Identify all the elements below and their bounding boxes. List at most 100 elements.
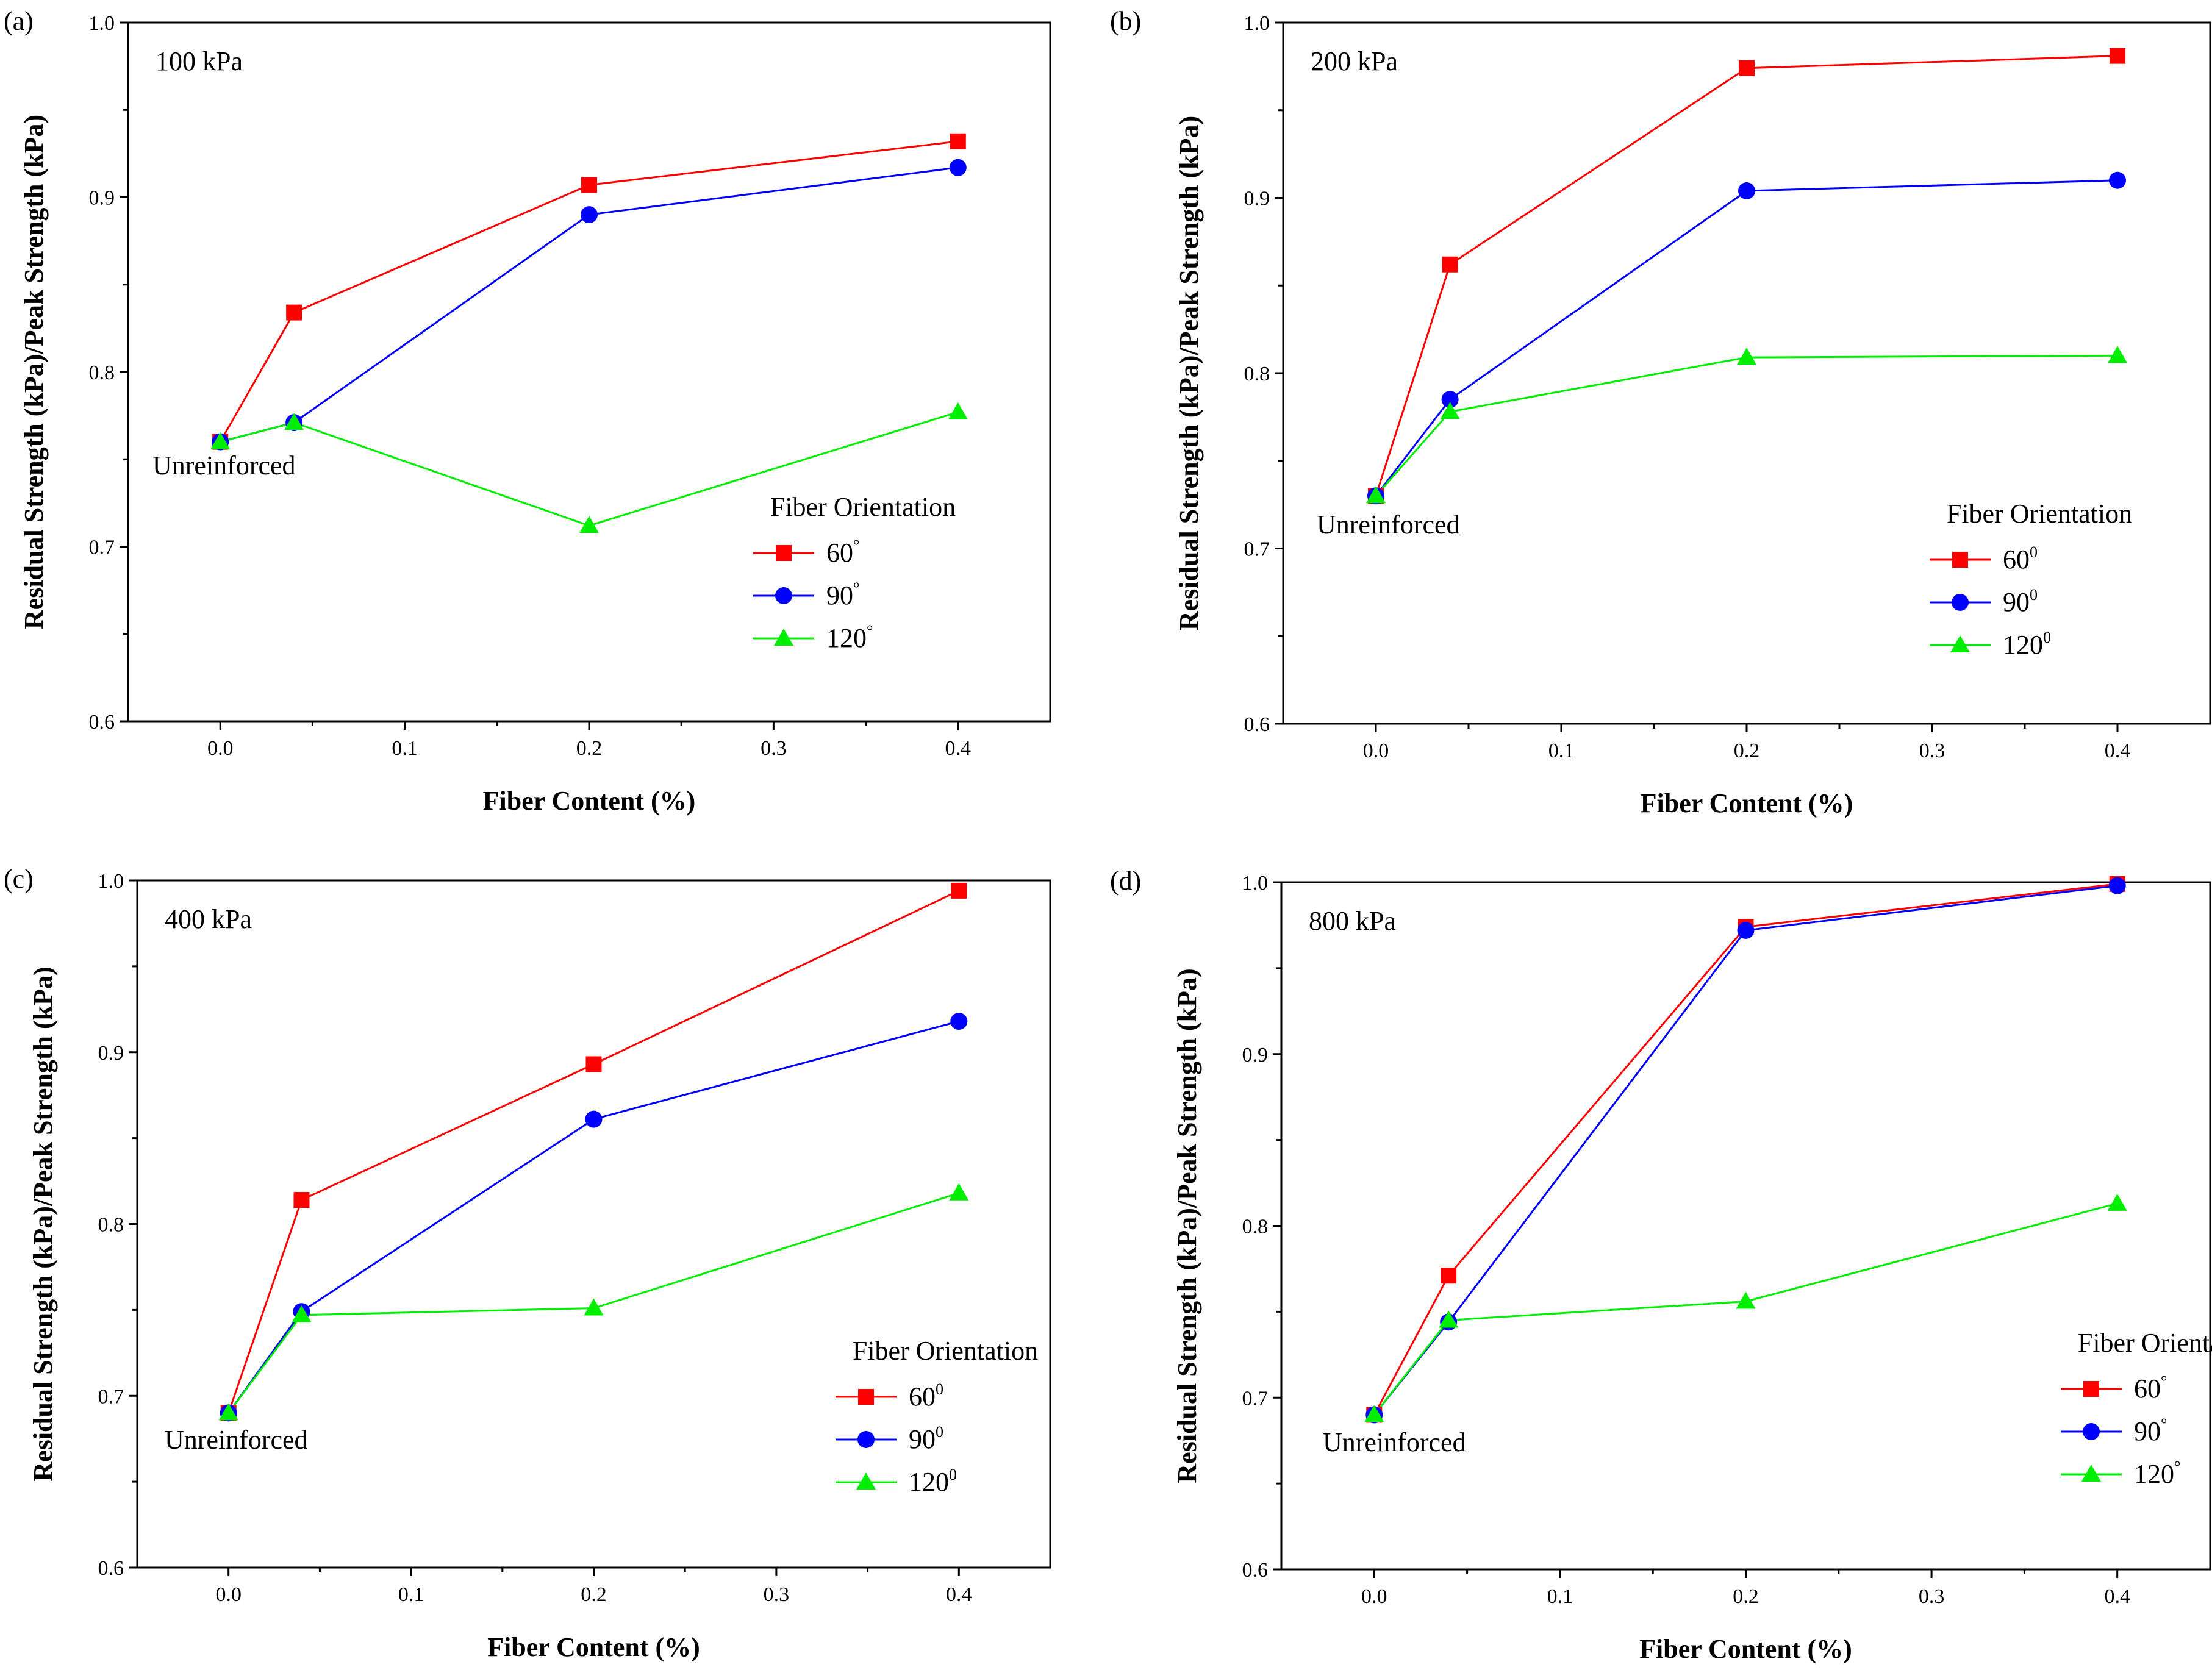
- plot-frame: [127, 21, 1051, 723]
- x-tick-label: 0.2: [1733, 1585, 1759, 1608]
- legend-label-sup: 0: [936, 1423, 943, 1441]
- x-axis-title: Fiber Content (%): [487, 1632, 700, 1662]
- y-tick-label: 0.8: [1242, 1216, 1269, 1238]
- legend-label-60: 600: [2003, 543, 2038, 574]
- legend-marker-60: [776, 545, 792, 561]
- data-point-120: [218, 1403, 238, 1421]
- x-tick-label: 0.2: [576, 737, 603, 760]
- legend-label-value: 90: [2134, 1416, 2161, 1446]
- legend-label-120: 120°: [826, 622, 873, 653]
- legend-label-sup: °: [853, 579, 859, 597]
- legend-label-sup: 0: [2043, 629, 2051, 646]
- data-point-60: [585, 1056, 602, 1072]
- data-point-90: [1738, 182, 1755, 199]
- y-tick-label: 0.8: [1244, 363, 1270, 385]
- legend-label-120: 1200: [909, 1466, 957, 1497]
- series-line-120: [1375, 354, 2118, 497]
- data-point-60: [1441, 1268, 1457, 1284]
- x-tick-label: 0.4: [2105, 740, 2131, 762]
- y-tick-label: 0.7: [98, 1385, 124, 1408]
- pressure-label: 100 kPa: [156, 46, 243, 76]
- unreinforced-annotation: Unreinforced: [1323, 1427, 1466, 1457]
- series-line-90: [1375, 179, 2118, 497]
- legend-label-value: 90: [826, 580, 853, 610]
- legend-title: Fiber Orientation: [1947, 499, 2132, 529]
- y-tick-label: 0.9: [89, 187, 115, 210]
- x-tick-label: 0.2: [581, 1583, 607, 1606]
- y-tick-label: 1.0: [1244, 12, 1270, 35]
- legend-marker-60: [1952, 552, 1968, 568]
- y-tick-label: 0.6: [1242, 1559, 1269, 1582]
- legend-title: Fiber Orientation: [2078, 1328, 2212, 1358]
- x-tick-label: 0.0: [215, 1583, 242, 1606]
- legend-marker-60: [2083, 1381, 2099, 1397]
- chart-panel-d: (d) 800 kPa 0.0 0.1 0.2 0.3 0.4 0.6 0.7 0.8 0.9 1.0…: [1106, 835, 2212, 1670]
- chart-d: (d) 800 kPa 0.0 0.1 0.2 0.3 0.4 0.6 0.7 0.8 0.9 1.0…: [1110, 866, 2212, 1664]
- data-point-60: [951, 882, 967, 899]
- y-tick-label: 0.9: [1244, 188, 1270, 210]
- x-tick-label: 0.1: [1547, 1585, 1573, 1608]
- data-point-60: [2110, 48, 2125, 64]
- x-tick-label: 0.1: [398, 1583, 424, 1606]
- data-point-60: [1739, 60, 1755, 76]
- data-point-120: [1364, 1405, 1384, 1422]
- y-tick-label: 0.9: [1242, 1044, 1269, 1066]
- data-point-120: [949, 1183, 969, 1201]
- plot-frame: [136, 879, 1051, 1569]
- y-tick-label: 0.6: [1244, 713, 1270, 736]
- series-line-60: [227, 890, 959, 1413]
- legend-label-sup: 0: [949, 1466, 957, 1483]
- data-point-90: [950, 1013, 968, 1030]
- legend-marker-60: [858, 1389, 874, 1405]
- data-point-60: [293, 1192, 310, 1208]
- x-tick-label: 0.0: [1361, 1585, 1387, 1608]
- data-point-60: [1442, 256, 1458, 273]
- legend-marker-120: [774, 629, 793, 646]
- legend-marker-90: [775, 587, 792, 604]
- series-line-90: [227, 1020, 959, 1414]
- panel-label: (b): [1110, 6, 1141, 36]
- legend-label-sup: 0: [2030, 586, 2038, 604]
- legend-label-sup: °: [2161, 1372, 2167, 1390]
- y-tick-label: 0.7: [1242, 1387, 1269, 1410]
- series-line-60: [219, 140, 958, 443]
- data-point-120: [1440, 402, 1460, 419]
- legend-label-sup: °: [2174, 1458, 2180, 1476]
- data-point-60: [950, 133, 966, 149]
- data-point-120: [1736, 1291, 1756, 1309]
- x-tick-label: 0.3: [1919, 1585, 1945, 1608]
- data-point-120: [2108, 346, 2127, 363]
- x-tick-label: 0.4: [2104, 1585, 2130, 1608]
- chart-a: (a) 100 kPa 0.0 0.1 0.2 0.3 0.4 0.6 0.7 0.8 0.9 1.0…: [4, 6, 1051, 816]
- x-tick-label: 0.1: [392, 737, 418, 760]
- y-tick-label: 1.0: [1242, 872, 1269, 894]
- y-tick-label: 0.6: [98, 1557, 124, 1580]
- data-point-120: [1366, 486, 1386, 504]
- x-tick-label: 0.4: [945, 737, 972, 760]
- data-point-90: [1737, 921, 1755, 939]
- data-point-120: [584, 1298, 604, 1316]
- legend-label-sup: 0: [936, 1380, 943, 1398]
- y-tick-label: 0.9: [98, 1042, 124, 1065]
- legend-label-sup: 0: [2030, 543, 2038, 561]
- y-tick-label: 1.0: [98, 870, 124, 893]
- legend-marker-120: [856, 1472, 876, 1490]
- unreinforced-annotation: Unreinforced: [1317, 510, 1460, 540]
- legend-marker-120: [2081, 1465, 2101, 1482]
- x-tick-label: 0.3: [761, 737, 787, 760]
- y-axis-title: Residual Strength (kPa)/Peak Strength (k…: [28, 966, 58, 1481]
- legend-marker-90: [1952, 594, 1969, 611]
- legend-label-120: 120°: [2134, 1458, 2180, 1489]
- legend-label-90: 90°: [2134, 1415, 2167, 1446]
- legend-label-120: 1200: [2003, 629, 2051, 660]
- pressure-label: 200 kPa: [1311, 46, 1398, 76]
- legend-label-90: 90°: [826, 579, 859, 610]
- legend-title: Fiber Orientation: [770, 492, 956, 522]
- y-tick-label: 0.7: [1244, 538, 1270, 561]
- series-line-120: [1373, 1202, 2118, 1416]
- legend-label-sup: °: [867, 622, 873, 640]
- data-point-90: [2109, 171, 2126, 189]
- pressure-label: 400 kPa: [165, 904, 252, 934]
- legend-label-sup: °: [853, 537, 859, 554]
- legend-label-value: 60: [826, 538, 853, 568]
